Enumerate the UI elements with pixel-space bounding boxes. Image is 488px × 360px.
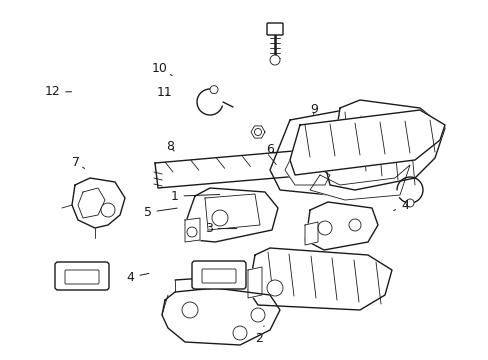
- Polygon shape: [247, 267, 262, 298]
- Polygon shape: [309, 165, 409, 200]
- Polygon shape: [78, 188, 105, 218]
- Polygon shape: [204, 194, 260, 230]
- Polygon shape: [305, 222, 317, 245]
- Polygon shape: [250, 126, 264, 138]
- Polygon shape: [325, 100, 444, 190]
- Text: 7: 7: [72, 156, 84, 169]
- Circle shape: [311, 144, 327, 160]
- Circle shape: [405, 199, 413, 207]
- Polygon shape: [269, 108, 429, 195]
- Text: 1: 1: [170, 190, 219, 203]
- FancyBboxPatch shape: [266, 23, 283, 35]
- Circle shape: [209, 86, 218, 94]
- Polygon shape: [162, 288, 280, 345]
- Polygon shape: [155, 148, 339, 188]
- Text: 4: 4: [126, 271, 148, 284]
- Text: 4: 4: [393, 199, 408, 212]
- Text: 9: 9: [310, 103, 318, 116]
- FancyBboxPatch shape: [65, 270, 99, 284]
- Circle shape: [250, 308, 264, 322]
- Text: 12: 12: [44, 85, 71, 98]
- Text: 11: 11: [156, 86, 172, 99]
- Circle shape: [101, 203, 115, 217]
- Circle shape: [353, 142, 365, 154]
- Circle shape: [348, 219, 360, 231]
- Text: 3: 3: [204, 222, 236, 235]
- FancyBboxPatch shape: [202, 269, 236, 283]
- Text: 5: 5: [143, 206, 177, 219]
- Circle shape: [266, 280, 283, 296]
- Text: 6: 6: [266, 143, 274, 156]
- Circle shape: [269, 55, 280, 65]
- Circle shape: [186, 227, 197, 237]
- Polygon shape: [285, 160, 329, 185]
- FancyBboxPatch shape: [55, 262, 109, 290]
- Text: 2: 2: [255, 326, 264, 345]
- Circle shape: [254, 129, 261, 135]
- Polygon shape: [184, 188, 278, 242]
- Polygon shape: [289, 110, 444, 175]
- Circle shape: [182, 302, 198, 318]
- Polygon shape: [72, 178, 125, 228]
- FancyBboxPatch shape: [192, 261, 245, 289]
- Circle shape: [317, 221, 331, 235]
- Circle shape: [212, 210, 227, 226]
- Text: 10: 10: [151, 62, 172, 76]
- Polygon shape: [247, 248, 391, 310]
- Circle shape: [232, 326, 246, 340]
- Polygon shape: [305, 202, 377, 250]
- Text: 8: 8: [166, 140, 174, 153]
- Polygon shape: [184, 218, 200, 242]
